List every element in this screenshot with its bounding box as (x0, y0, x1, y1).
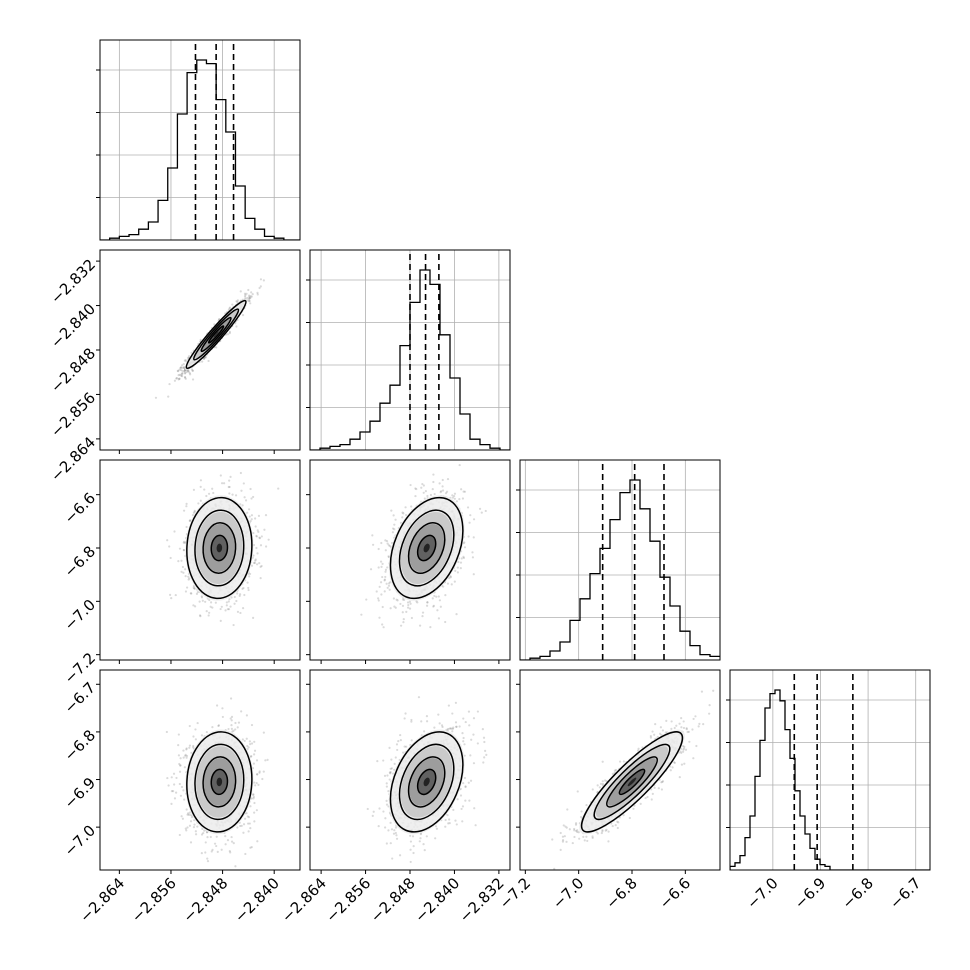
x-tick-label: −7.0 (743, 874, 781, 912)
y-tick-label: −6.6 (61, 489, 99, 527)
histogram-step (520, 479, 720, 660)
hist-panel-0 (96, 39, 301, 241)
contour-3 (186, 731, 253, 833)
density-shade-4 (216, 543, 223, 553)
y-tick-label: −2.864 (47, 433, 99, 485)
x-tick-label: −7.0 (549, 874, 587, 912)
y-tick-label: −2.856 (47, 389, 99, 441)
x-tick-label: −2.856 (322, 874, 374, 926)
x-tick-label: −2.848 (179, 874, 231, 926)
contour-0 (416, 534, 437, 562)
y-tick-label: −7.2 (61, 649, 99, 687)
y-tick-label: −2.848 (47, 344, 99, 396)
contour-2 (193, 308, 240, 361)
x-tick-label: −6.7 (886, 874, 924, 912)
contour-3 (186, 496, 253, 600)
contour-3 (580, 731, 684, 833)
density-shade-4 (216, 777, 223, 787)
y-tick-label: −6.8 (61, 542, 99, 580)
histogram-step (730, 689, 930, 870)
joint-panel-2-3 (516, 669, 721, 874)
contour-1 (407, 756, 446, 808)
x-tick-label: −6.8 (602, 874, 640, 912)
panel-frame (99, 39, 301, 241)
density-shade-4 (213, 331, 219, 338)
joint-panel-0-1 (96, 249, 301, 454)
panel-frame (519, 669, 721, 871)
x-tick-label: −2.848 (367, 874, 419, 926)
panel-frame (99, 459, 301, 661)
y-tick-label: −6.9 (61, 774, 99, 812)
hist-panel-3 (726, 669, 931, 871)
y-tick-label: −2.832 (47, 255, 99, 307)
contour-1 (202, 522, 237, 574)
contour-1 (200, 316, 232, 353)
contour-0 (618, 768, 646, 796)
contour-3 (185, 299, 247, 370)
contour-2 (593, 743, 671, 821)
contour-0 (416, 768, 437, 796)
panel-frame (99, 669, 301, 871)
y-tick-label: −7.0 (61, 821, 99, 859)
histogram-step (100, 59, 300, 240)
contour-3 (389, 731, 464, 833)
joint-panel-0-2 (96, 459, 301, 664)
density-shade-4 (423, 777, 430, 787)
panel-frame (729, 669, 931, 871)
x-tick-label: −2.840 (231, 874, 283, 926)
x-tick-label: −2.864 (76, 874, 128, 926)
contour-1 (202, 756, 237, 808)
contour-2 (398, 743, 455, 821)
x-tick-label: −6.9 (791, 874, 829, 912)
contour-0 (207, 325, 225, 344)
contour-2 (194, 509, 245, 587)
contour-0 (210, 768, 229, 796)
y-tick-label: −6.8 (61, 726, 99, 764)
y-tick-label: −7.0 (61, 596, 99, 634)
contour-2 (194, 743, 245, 821)
density-shade-4 (627, 777, 637, 787)
x-tick-label: −6.8 (838, 874, 876, 912)
y-tick-label: −6.7 (61, 679, 99, 717)
hist-panel-1 (306, 249, 511, 451)
panel-frame (309, 249, 511, 451)
joint-panel-0-3 (96, 669, 301, 874)
hist-panel-2 (516, 459, 721, 661)
contour-2 (398, 509, 455, 587)
x-tick-label: −2.856 (128, 874, 180, 926)
contour-3 (389, 496, 464, 600)
x-tick-label: −2.840 (411, 874, 463, 926)
contour-1 (606, 756, 658, 808)
x-tick-label: −6.6 (656, 874, 694, 912)
y-tick-label: −2.840 (47, 300, 99, 352)
density-shade-4 (423, 543, 430, 553)
joint-panel-1-2 (306, 459, 511, 664)
x-tick-label: −2.864 (278, 874, 330, 926)
contour-1 (407, 522, 446, 574)
joint-panel-1-3 (306, 669, 511, 874)
contour-0 (210, 534, 229, 562)
x-tick-label: −7.2 (496, 874, 534, 912)
panel-frame (519, 459, 721, 661)
